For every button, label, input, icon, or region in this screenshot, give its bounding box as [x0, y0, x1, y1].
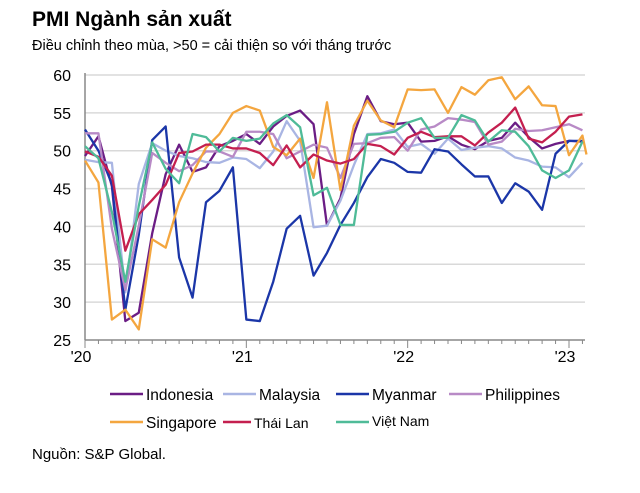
x-tick-label: '22 [393, 349, 414, 366]
series-line-việt-nam [84, 113, 584, 283]
y-tick-label: 50 [53, 144, 71, 161]
x-tick-label: '21 [232, 349, 253, 366]
chart-title: PMI Ngành sản xuất [32, 8, 232, 31]
y-tick-label: 40 [53, 219, 71, 236]
legend-label: Myanmar [372, 387, 437, 404]
y-tick-label: 45 [53, 182, 71, 199]
y-tick-label: 55 [53, 106, 71, 123]
y-tick-label: 35 [53, 257, 71, 274]
series-line-singapore [84, 76, 588, 331]
legend-label: Thái Lan [254, 415, 308, 431]
x-tick-label: '23 [555, 349, 576, 366]
chart-subtitle: Điều chỉnh theo mùa, >50 = cải thiện so … [32, 38, 392, 54]
x-tick-label: '20 [71, 349, 92, 366]
legend-label: Indonesia [146, 387, 214, 404]
y-tick-label: 25 [53, 333, 71, 350]
y-tick-label: 30 [53, 295, 71, 312]
series-line-thái-lan [84, 106, 583, 252]
source-note: Nguồn: S&P Global. [32, 446, 166, 463]
legend-label: Philippines [485, 387, 560, 404]
legend-label: Việt Nam [372, 413, 429, 429]
y-tick-label: 60 [53, 68, 71, 85]
series-line-myanmar [84, 125, 583, 323]
legend-label: Malaysia [259, 387, 321, 404]
legend-label: Singapore [146, 415, 217, 432]
